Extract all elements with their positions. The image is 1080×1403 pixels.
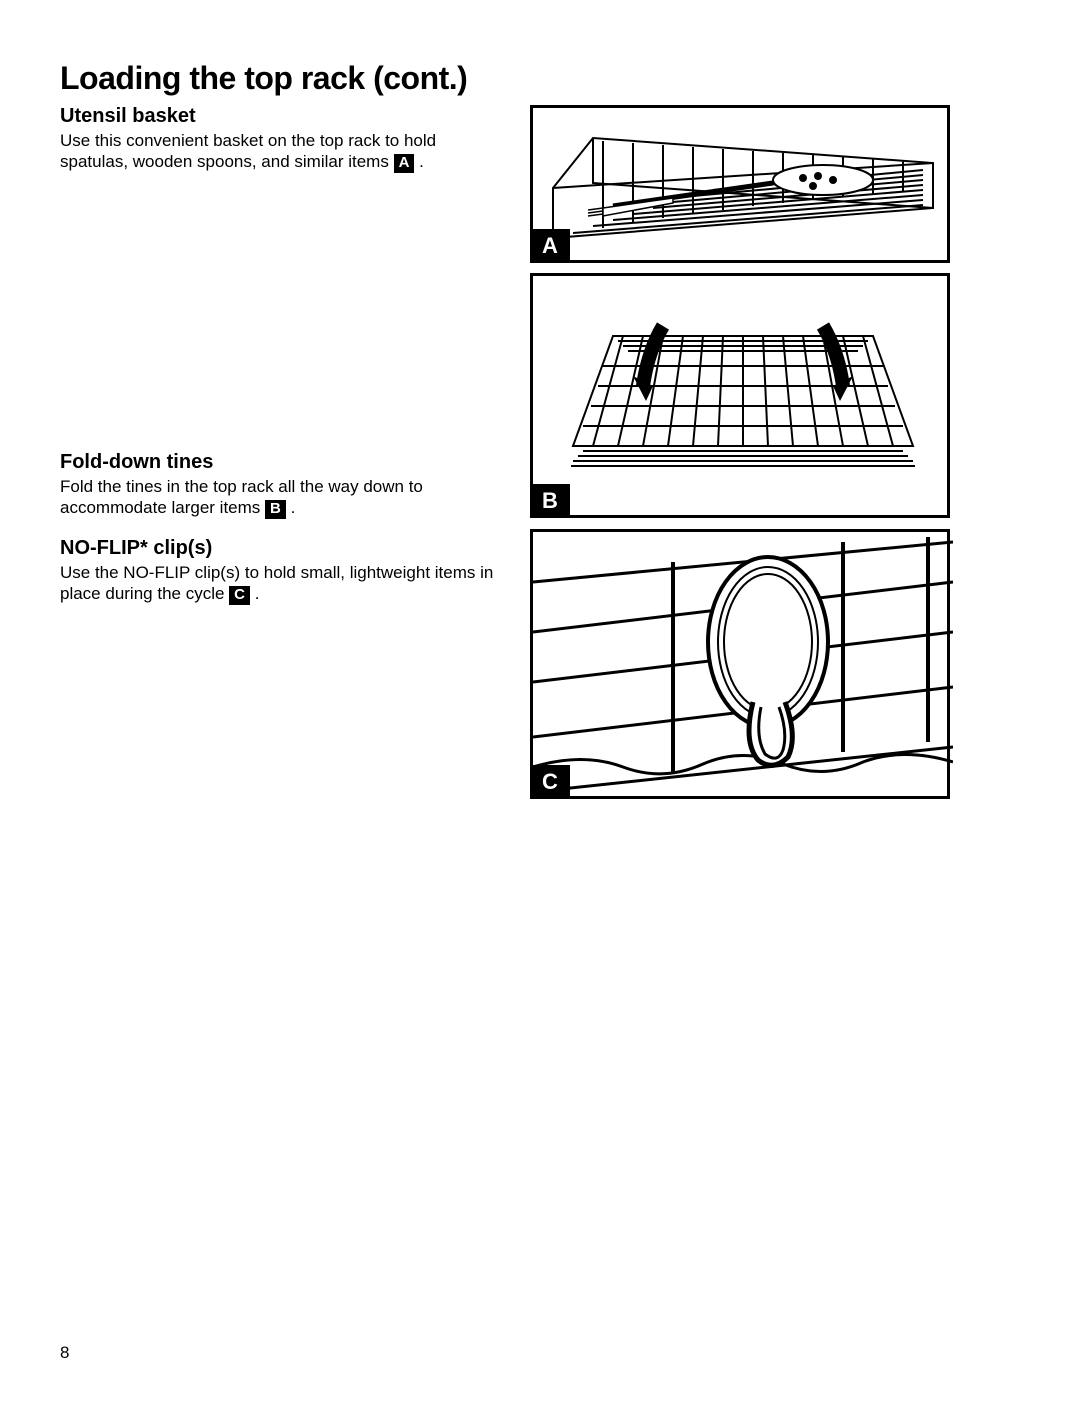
body-pre-a: Use this convenient basket on the top ra… (60, 131, 436, 171)
section-utensil-basket: Utensil basket Use this convenient baske… (60, 105, 1020, 263)
utensil-basket-illustration (533, 108, 953, 266)
page-number: 8 (60, 1343, 69, 1363)
body-utensil-basket: Use this convenient basket on the top ra… (60, 130, 500, 173)
figure-label-c: C (530, 765, 570, 799)
fold-down-tines-illustration (533, 276, 953, 521)
body-pre-c: Use the NO-FLIP clip(s) to hold small, l… (60, 563, 493, 603)
figure-label-b: B (530, 484, 570, 518)
section-a-text: Utensil basket Use this convenient baske… (60, 105, 500, 173)
page-title: Loading the top rack (cont.) (60, 60, 1020, 97)
body-post-c: . (250, 584, 259, 603)
section-fold-down-tines: Fold-down tines Fold the tines in the to… (60, 273, 1020, 519)
content-area: Utensil basket Use this convenient baske… (60, 105, 1020, 809)
heading-fold-down-tines: Fold-down tines (60, 451, 500, 474)
heading-utensil-basket: Utensil basket (60, 105, 500, 128)
body-post-a: . (414, 152, 423, 171)
ref-box-c: C (229, 586, 250, 605)
section-c-text: NO-FLIP* clip(s) Use the NO-FLIP clip(s)… (60, 529, 500, 605)
section-b-text: Fold-down tines Fold the tines in the to… (60, 273, 500, 519)
body-post-b: . (286, 498, 295, 517)
heading-no-flip-clips: NO-FLIP* clip(s) (60, 537, 500, 560)
section-no-flip-clips: NO-FLIP* clip(s) Use the NO-FLIP clip(s)… (60, 529, 1020, 799)
body-no-flip-clips: Use the NO-FLIP clip(s) to hold small, l… (60, 562, 500, 605)
body-fold-down-tines: Fold the tines in the top rack all the w… (60, 476, 500, 519)
figure-c: C (530, 529, 950, 799)
figure-b: B (530, 273, 950, 518)
figure-a: A (530, 105, 950, 263)
ref-box-b: B (265, 500, 286, 519)
ref-box-a: A (394, 154, 415, 173)
no-flip-clip-illustration (533, 532, 953, 802)
figure-label-a: A (530, 229, 570, 263)
body-pre-b: Fold the tines in the top rack all the w… (60, 477, 423, 517)
